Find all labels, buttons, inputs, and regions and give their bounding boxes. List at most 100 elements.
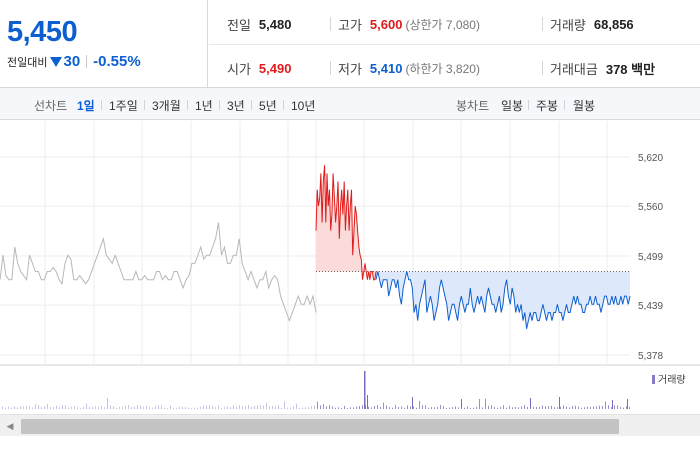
divider [542, 17, 543, 31]
candle-daily[interactable]: 일봉 [501, 99, 524, 113]
volume-bar [554, 407, 555, 409]
volume-bar [152, 407, 153, 409]
volume-bar [149, 407, 150, 409]
volume-bar [128, 405, 129, 409]
volume-bar [224, 407, 225, 409]
volume-bar [257, 405, 258, 409]
volume-bar [278, 405, 279, 409]
volume-bar [412, 397, 413, 409]
period-10y[interactable]: 10년 [291, 99, 316, 113]
price-summary: 5,450 전일대비 30 -0.55% 전일 5,480 고가 5,600 (… [0, 0, 700, 88]
amount-cell: 거래대금 378 백만 [550, 59, 655, 78]
volume-bar [35, 404, 36, 409]
period-3m[interactable]: 3개월 [152, 99, 181, 113]
divider [144, 100, 145, 110]
volume-bar [401, 406, 402, 409]
volume-bar [116, 407, 117, 409]
prev-day-series-line [0, 222, 317, 323]
upper-limit: (상한가 7,080) [405, 18, 480, 32]
volume-bar [560, 406, 561, 409]
period-3y[interactable]: 3년 [227, 99, 245, 113]
volume-bar [329, 405, 330, 409]
volume-bar [359, 406, 360, 409]
volume-bar [146, 405, 147, 409]
volume-bar [629, 406, 630, 409]
volume-bar [119, 406, 120, 409]
open-cell: 시가 5,490 [227, 59, 291, 78]
volume-bar [230, 406, 231, 409]
scrollbar-thumb[interactable] [21, 419, 619, 434]
volume-bar [188, 407, 189, 409]
volume-bar [260, 405, 261, 409]
volume-bar [56, 405, 57, 409]
volume-bar [587, 406, 588, 409]
volume-bar [590, 407, 591, 409]
period-5y[interactable]: 5년 [259, 99, 277, 113]
volume-bar [317, 401, 318, 409]
candle-monthly[interactable]: 월봉 [573, 99, 596, 113]
period-1d[interactable]: 1일 [77, 99, 95, 113]
volume-bar [23, 406, 24, 409]
volume-bar [155, 405, 156, 409]
period-1w[interactable]: 1주일 [109, 99, 138, 113]
volume-bar [245, 405, 246, 409]
volume-bar [431, 406, 432, 409]
volume-bar [374, 405, 375, 409]
volume-bar [443, 406, 444, 409]
volume-bar [89, 406, 90, 409]
volume-bar [485, 398, 486, 409]
volume-bar [161, 405, 162, 409]
volume-bar [332, 406, 333, 409]
volume-legend-label: 거래량 [658, 374, 686, 386]
volume-bar [65, 405, 66, 409]
volume-bar [347, 407, 348, 409]
divider [564, 100, 565, 110]
volume-bar [275, 406, 276, 409]
volume-bar [209, 405, 210, 409]
volume-bar [254, 405, 255, 409]
volume-bar [364, 371, 366, 409]
amount-label: 거래대금 [550, 62, 598, 77]
volume-bar [539, 406, 540, 409]
volume-bar [173, 407, 174, 409]
volume-bar [362, 405, 363, 409]
volume-bar [176, 407, 177, 409]
volume-bar [167, 407, 168, 409]
volume-bar [74, 406, 75, 409]
volume-bar [68, 407, 69, 409]
volume-bar [488, 405, 489, 409]
volume-bar [593, 406, 594, 409]
line-chart-label: 선차트 [34, 99, 68, 113]
volume-bar [398, 406, 399, 409]
volume-bar [101, 405, 102, 409]
volume-bar [284, 401, 285, 409]
volume-bar [392, 407, 393, 409]
volume-value: 68,856 [593, 17, 634, 32]
current-price-box: 5,450 전일대비 30 -0.55% [0, 0, 208, 88]
change-divider [86, 55, 88, 68]
volume-bar [440, 405, 441, 409]
volume-bar [473, 407, 474, 409]
divider [283, 100, 284, 110]
volume-bar [494, 407, 495, 409]
change-value: 30 [63, 53, 81, 70]
volume-bar [455, 406, 456, 409]
candle-weekly[interactable]: 주봉 [536, 99, 559, 113]
scroll-left-icon[interactable]: ◀ [6, 421, 14, 431]
volume-bar [110, 405, 111, 409]
volume-bar [350, 407, 351, 409]
volume-bar [380, 406, 381, 409]
volume-bar [47, 403, 48, 409]
period-1y[interactable]: 1년 [195, 99, 213, 113]
volume-bar [326, 406, 327, 409]
volume-bar [419, 400, 420, 409]
volume-bar [422, 405, 423, 409]
volume-bar [53, 407, 54, 409]
volume-bar [599, 405, 600, 409]
volume-bar [509, 405, 510, 409]
volume-bar [50, 407, 51, 409]
volume-bar [344, 405, 345, 409]
volume-bar [518, 407, 519, 409]
volume-bar [185, 407, 186, 409]
